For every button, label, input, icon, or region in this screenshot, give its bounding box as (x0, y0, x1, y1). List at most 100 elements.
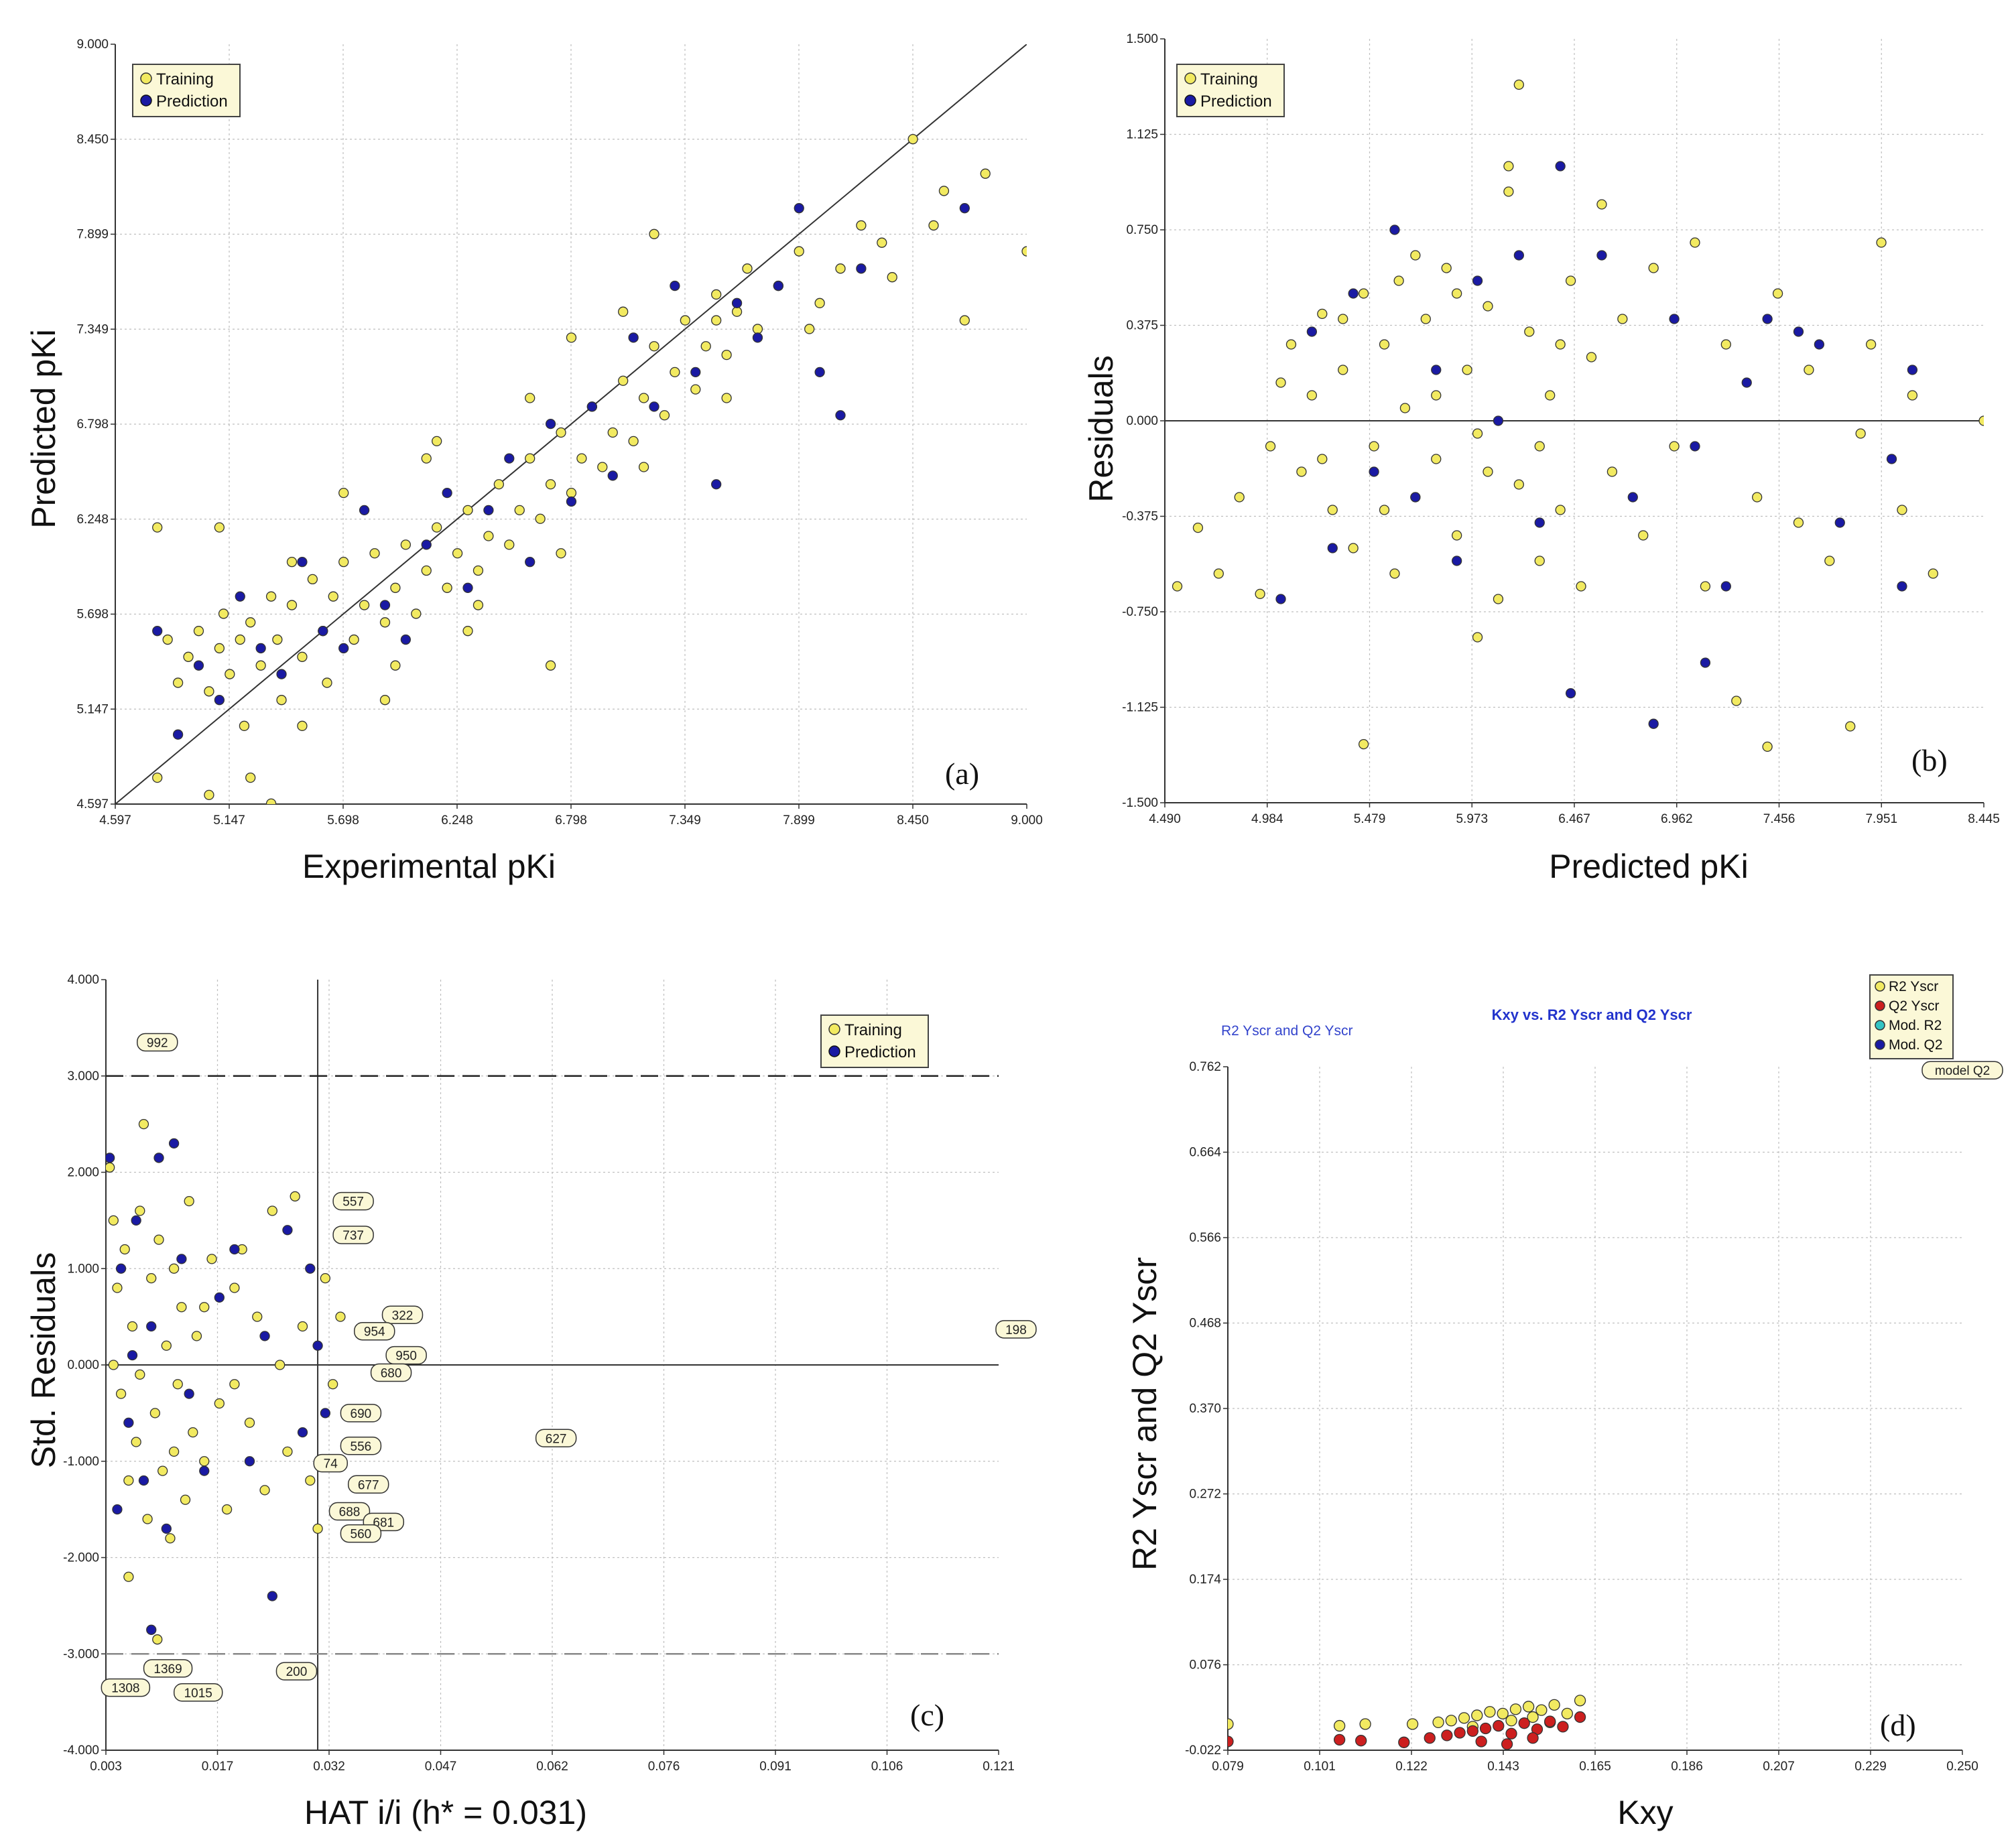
panel-a-point-training (204, 686, 214, 697)
panel-d-y-tick-label: 0.762 (1189, 1060, 1221, 1074)
panel-b-point-training (1399, 403, 1411, 413)
panel-b-point-prediction (1306, 326, 1318, 337)
panel-c-y-tick-label: 2.000 (67, 1166, 99, 1180)
panel-c-point-training (142, 1514, 153, 1524)
panel-d-plot-area: 0.079 0.101 0.122 0.143 0.165 0.186 0.207 0.229… (1185, 1060, 2003, 1774)
panel-b-point-training (1285, 339, 1297, 350)
panel-c-callout-box (340, 1437, 382, 1455)
panel-c-x-tick-label: 0.076 (648, 1760, 680, 1774)
panel-d-point-q2-yscr (1228, 1735, 1234, 1748)
panel-a-point-prediction (752, 332, 763, 343)
panel-b-point-prediction (1907, 365, 1918, 375)
panel-d-y-scrambling: 0.079 0.101 0.122 0.143 0.165 0.186 0.207 0.229… (1126, 974, 2003, 1831)
panel-a-y-tick-label: 7.349 (76, 322, 109, 336)
panel-c-point-training (115, 1388, 127, 1399)
panel-a-point-prediction (338, 643, 349, 654)
panel-a-point-training (493, 479, 505, 490)
panel-d-point-r2-yscr (1561, 1707, 1573, 1720)
panel-b-point-training (1690, 237, 1700, 248)
panel-b-point-training (1606, 466, 1618, 477)
panel-c-point-training (149, 1408, 161, 1419)
panel-c-point-training (152, 1634, 163, 1645)
panel-a-point-training (272, 634, 283, 645)
panel-c-point-prediction (106, 1153, 115, 1163)
panel-a-point-training (535, 513, 546, 524)
panel-c-point-training (199, 1456, 210, 1467)
panel-b-point-prediction (1700, 657, 1711, 668)
panel-c-point-prediction (176, 1254, 187, 1264)
panel-c-point-prediction (153, 1153, 164, 1163)
panel-a-point-prediction (462, 582, 473, 593)
panel-b-point-training (1617, 314, 1628, 324)
panel-b-point-training (1213, 568, 1224, 579)
panel-a-point-training (307, 574, 318, 585)
panel-a-point-training (525, 453, 536, 464)
panel-a-x-tick-label: 6.248 (441, 813, 473, 828)
panel-a-point-training (379, 695, 391, 706)
panel-b-x-tick-label: 5.479 (1354, 812, 1386, 826)
panel-c-callout-label: 1308 (111, 1682, 139, 1696)
panel-d-legend-q2yscr-marker (1875, 1000, 1885, 1011)
panel-b-label: (b) (1911, 743, 1948, 777)
panel-a-legend: Training Prediction (132, 64, 241, 117)
panel-d-point-r2-yscr (1228, 1718, 1234, 1730)
panel-a-point-training (649, 341, 659, 352)
panel-c-callout-box (347, 1475, 389, 1494)
panel-c-axes (105, 980, 999, 1751)
panel-b-x-axis-title: Predicted pKi (1549, 848, 1748, 885)
panel-a-point-training (607, 427, 618, 438)
panel-b-point-prediction (1720, 581, 1731, 592)
panel-d-y-tick-label: 0.370 (1189, 1402, 1221, 1416)
panel-b-points (1172, 79, 1984, 752)
panel-c-point-training (108, 1360, 119, 1370)
panel-b-point-training (1534, 555, 1545, 566)
panel-c-point-training (214, 1398, 225, 1409)
panel-d-point-r2-yscr (1359, 1718, 1371, 1730)
panel-c-callout-label: 992 (147, 1036, 168, 1050)
panel-d-legend-r2yscr-label: R2 Yscr (1889, 979, 1938, 994)
panel-d-legend-mod-q2-marker (1875, 1039, 1885, 1050)
panel-b-point-training (1192, 522, 1204, 533)
panel-a-point-prediction (670, 280, 680, 291)
panel-b-point-training (1265, 441, 1276, 452)
panel-b-point-prediction (1648, 718, 1659, 729)
panel-a-y-tick-label: 4.597 (76, 797, 109, 811)
panel-b-point-training (1804, 365, 1814, 375)
panel-a-point-prediction (731, 298, 743, 308)
panel-a-point-training (721, 349, 732, 360)
panel-a-point-prediction (525, 557, 536, 568)
panel-b-x-tick-label: 7.951 (1865, 812, 1897, 826)
panel-d-point-q2-yscr (1505, 1727, 1517, 1739)
panel-b-y-tick-label: -1.500 (1122, 796, 1158, 810)
panel-c-point-prediction (305, 1263, 316, 1274)
panel-d-point-r2-yscr (1523, 1701, 1535, 1713)
panel-a-point-training (752, 324, 763, 334)
panel-d-x-tick-label: 0.122 (1395, 1760, 1428, 1774)
panel-a-point-training (462, 505, 473, 516)
panel-d-label: (d) (1880, 1708, 1916, 1742)
panel-c-callout: 680 (370, 1363, 412, 1382)
panel-b-point-training (1638, 530, 1649, 541)
panel-b-point-training (1234, 492, 1245, 503)
panel-a-point-training (835, 263, 846, 274)
panel-b-point-training (1393, 275, 1404, 286)
panel-c-point-training (199, 1302, 210, 1313)
panel-b-point-prediction (1452, 555, 1462, 566)
panel-b-x-tick-label: 6.467 (1558, 812, 1590, 826)
panel-c-point-training (290, 1191, 300, 1202)
panel-a-point-training (390, 582, 401, 593)
panel-a-point-training (225, 669, 235, 679)
panel-d-point-q2-yscr (1557, 1721, 1569, 1733)
panel-b-point-training (1358, 288, 1369, 299)
panel-d-legend-mod-r2-marker (1875, 1020, 1885, 1031)
panel-c-callout-box (340, 1524, 382, 1543)
panel-a-point-training (152, 522, 163, 533)
panel-c-point-prediction (312, 1340, 323, 1351)
panel-c-point-prediction (146, 1321, 157, 1332)
panel-a-point-training (265, 798, 277, 804)
panel-d-point-q2-yscr (1501, 1738, 1513, 1750)
panel-b-x-tick-label: 5.973 (1456, 812, 1488, 826)
panel-b-point-prediction (1348, 288, 1359, 299)
panel-d-point-r2-yscr (1406, 1718, 1419, 1730)
